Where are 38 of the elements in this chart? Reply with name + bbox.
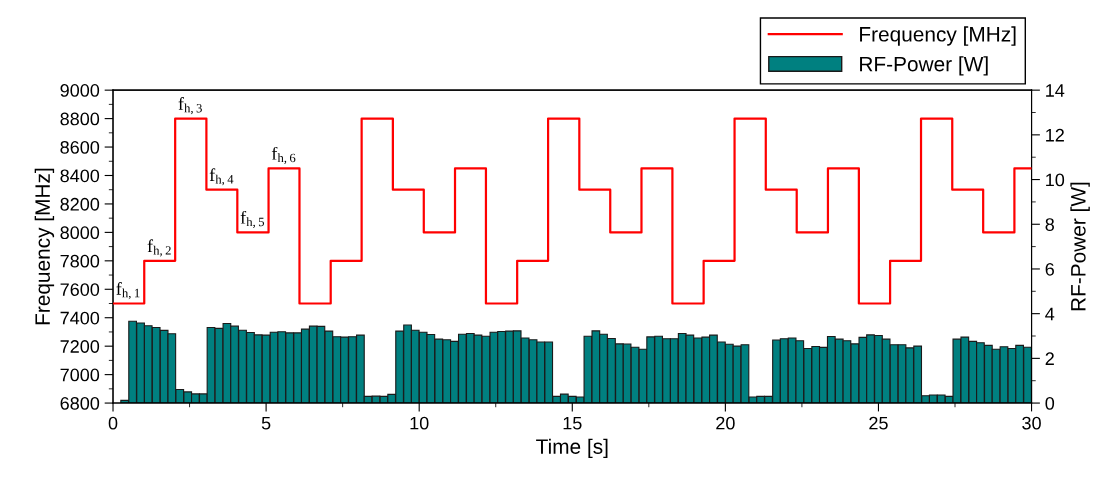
y-tick-label: 7000 [60,368,100,382]
y-tick-label: 8800 [60,112,100,126]
y2-tick-label: 12 [1046,128,1064,142]
y-axis-title: Frequency [MHz] [34,168,55,325]
y-tick-label: 7400 [60,311,100,325]
y2-tick-label: 2 [1045,352,1054,365]
legend-label: RF-Power [W] [860,56,988,76]
y-tick-label: 7200 [60,340,100,353]
annotation: f$_{h,4}$ [209,168,234,186]
y-tick-label: 8600 [60,140,100,154]
y2-tick-label: 10 [1046,173,1065,187]
y-tick-label: 7800 [60,254,100,268]
annotation: f$_{h,6}$ [271,146,296,165]
y2-tick-label: 0 [1045,397,1055,410]
y2-tick-label: 6 [1045,262,1054,276]
annotation: f$_{h,3}$ [178,97,202,115]
x-tick-label: 5 [261,416,271,430]
x-tick-label: 10 [410,416,429,430]
y-tick-label: 8200 [60,197,100,211]
y-tick-label: 7600 [60,283,100,296]
x-axis-title: Time [s] [536,438,608,459]
annotation: f$_{h,5}$ [240,210,265,229]
y2-axis-title: RF-Power [W] [1070,182,1090,311]
legend-label: Frequency [MHz] [860,26,1016,46]
y2-tick-label: 4 [1045,307,1055,321]
y-tick-label: 9000 [60,84,100,97]
x-tick-label: 20 [716,416,735,430]
y-tick-label: 8400 [60,169,100,183]
y-tick-label: 6800 [60,397,100,410]
y-tick-label: 8000 [60,226,100,240]
x-tick-label: 0 [108,416,118,430]
y2-tick-label: 14 [1046,84,1065,97]
x-tick-label: 15 [563,416,582,430]
x-tick-label: 25 [869,416,888,430]
annotation: f$_{h,1}$ [116,282,140,300]
annotation: f$_{h,2}$ [147,239,171,257]
y2-tick-label: 8 [1045,218,1054,231]
x-tick-label: 30 [1022,416,1041,430]
